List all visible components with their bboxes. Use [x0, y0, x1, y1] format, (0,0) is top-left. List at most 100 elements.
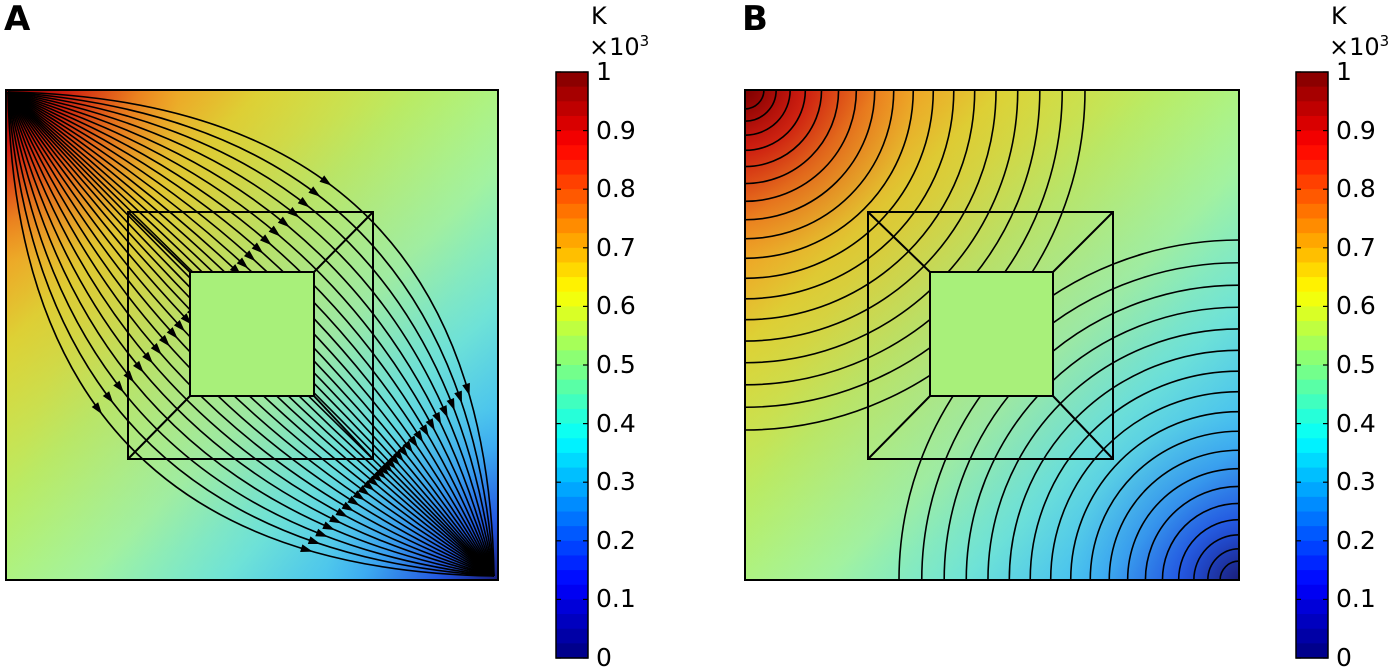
panel-b-concentrator-shell [867, 211, 1114, 460]
isotherm [1126, 467, 1239, 580]
colorbar-band [556, 277, 588, 293]
colorbar-tick-label: 0 [596, 643, 612, 672]
colorbar-band [1296, 540, 1328, 557]
isotherm [745, 90, 976, 321]
colorbar-band [556, 101, 588, 117]
streamline-arrow [243, 250, 256, 262]
isotherm [745, 90, 823, 168]
colorbar-tick-label: 0.1 [596, 584, 636, 614]
panel-b-border [744, 89, 1240, 581]
streamline-arrow [381, 461, 393, 473]
streamline-arrow [259, 234, 272, 246]
colorbar-band [1296, 174, 1328, 190]
colorbar-band [1296, 365, 1328, 381]
colorbar-band [556, 438, 588, 454]
colorbar-band [1296, 467, 1328, 483]
streamline-arrow [367, 475, 379, 487]
streamline-arrow [251, 242, 264, 254]
colorbar-band [1296, 130, 1328, 146]
streamline-arrow [322, 521, 335, 531]
colorbar-band [556, 555, 588, 571]
isotherm [1144, 485, 1239, 580]
colorbar-band [1296, 159, 1328, 176]
streamline-arrow [158, 334, 170, 347]
colorbar-a-multiplier: ×103 [589, 32, 650, 61]
streamline-arrow [329, 514, 342, 524]
streamline-arrow [150, 343, 162, 355]
colorbar-tick-label: 0.6 [596, 291, 636, 321]
colorbar-band [1296, 438, 1328, 454]
streamline-arrow [300, 544, 313, 553]
colorbar-tick-label: 0.6 [1336, 291, 1376, 321]
colorbar-band [1296, 350, 1328, 366]
isotherm [745, 90, 777, 122]
isotherm [745, 90, 955, 300]
colorbar-tick-label: 1 [1336, 57, 1352, 86]
colorbar-band [1296, 321, 1328, 337]
streamline-arrow [341, 501, 354, 512]
colorbar-band [556, 570, 588, 586]
colorbar-band [556, 218, 588, 234]
isotherm [1108, 449, 1239, 580]
colorbar-band [1296, 423, 1328, 439]
colorbar-band [1296, 247, 1328, 264]
colorbar-tick-label: 0.4 [1336, 408, 1376, 438]
isotherm [1008, 349, 1239, 580]
colorbar-band [1296, 408, 1328, 425]
colorbar-band [1296, 555, 1328, 571]
colorbar-band [1296, 262, 1328, 278]
colorbar-band [556, 189, 588, 205]
panel-a-concentrator-shell [127, 211, 374, 460]
streamline-arrow [432, 411, 442, 425]
colorbar-band [1296, 526, 1328, 542]
panel-a-plot [5, 89, 499, 581]
colorbar-tick-label: 1 [596, 57, 612, 86]
colorbar-tick-label: 0.2 [596, 525, 636, 555]
colorbar-band [556, 628, 588, 644]
panel-a-border [5, 89, 499, 581]
colorbar-band [1296, 145, 1328, 161]
panel-a-inner-square [189, 271, 315, 397]
colorbar-band [556, 599, 588, 615]
colorbar-b-multiplier: ×103 [1329, 32, 1390, 61]
streamline-arrow [385, 457, 397, 470]
streamline-arrow [132, 360, 144, 373]
streamline-arrow [277, 216, 290, 228]
isotherm [1207, 548, 1239, 580]
isotherm [745, 90, 915, 260]
colorbar-band [556, 379, 588, 395]
colorbar-tick-label: 0.1 [1336, 584, 1376, 614]
colorbar-band [556, 203, 588, 220]
colorbar-band [1296, 511, 1328, 527]
colorbar-band [556, 452, 588, 469]
colorbar-band [1296, 379, 1328, 395]
panel-b-inner-square [929, 271, 1054, 397]
streamline-arrow [397, 445, 409, 458]
streamline-arrow [335, 507, 348, 518]
colorbar-band [556, 145, 588, 161]
colorbar-band [1296, 101, 1328, 117]
streamline-arrow [166, 327, 178, 339]
panel-b-plot [744, 89, 1240, 581]
colorbar-band [1296, 189, 1328, 205]
isotherm [745, 90, 807, 152]
isotherm [745, 90, 997, 342]
colorbar-band [556, 72, 588, 88]
colorbar-band [556, 321, 588, 337]
colorbar-band [1296, 628, 1328, 644]
streamline-arrow [297, 196, 310, 208]
isotherm [745, 90, 858, 203]
colorbar-band [1296, 614, 1328, 630]
streamline-arrow [371, 471, 383, 483]
colorbar-band [556, 482, 588, 498]
isotherm [745, 90, 840, 185]
colorbar-tick-label: 0.8 [596, 174, 636, 204]
colorbar-tick-label: 0.9 [596, 115, 636, 145]
streamline-arrow [402, 440, 413, 453]
colorbar-band [1296, 306, 1328, 322]
colorbar-tick-label: 0.2 [1336, 525, 1376, 555]
streamline-arrow [425, 418, 435, 431]
colorbar-tick-label: 0.7 [1336, 232, 1376, 262]
colorbar-tick-label: 0.8 [1336, 174, 1376, 204]
isotherm [1069, 410, 1239, 580]
